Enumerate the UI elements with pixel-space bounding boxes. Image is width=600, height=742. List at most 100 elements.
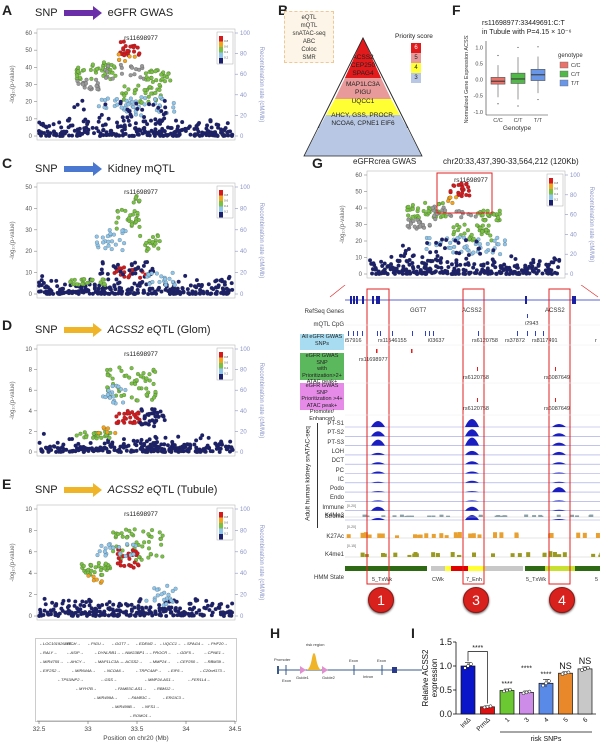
histone-signal bbox=[424, 533, 429, 538]
ld-legend-swatch bbox=[219, 212, 223, 218]
snp-point bbox=[152, 133, 157, 138]
snp-point bbox=[128, 612, 133, 617]
snp-point bbox=[114, 277, 119, 282]
snp-point bbox=[73, 599, 78, 604]
highlight-region bbox=[366, 288, 390, 585]
cell-type-label: PT-S1 bbox=[327, 421, 344, 427]
pyramid-base bbox=[303, 37, 423, 157]
zoom-line-left bbox=[329, 285, 346, 298]
snp-point bbox=[123, 601, 128, 606]
snp-point bbox=[133, 382, 138, 387]
atac-peak bbox=[371, 421, 385, 427]
snp-point bbox=[467, 270, 472, 275]
snp-point bbox=[159, 289, 164, 294]
snp-point bbox=[118, 609, 123, 614]
snp-point bbox=[134, 443, 139, 448]
snp-point bbox=[193, 449, 198, 454]
r-axis-label: Recombination rate (cM/Mb) bbox=[258, 203, 264, 279]
snp-point bbox=[87, 610, 92, 615]
snp-point bbox=[163, 277, 168, 282]
snp-point bbox=[110, 76, 115, 81]
snp-point bbox=[448, 195, 453, 200]
snp-point bbox=[118, 269, 123, 274]
mqtl-tick bbox=[527, 314, 528, 318]
snp-point bbox=[460, 185, 465, 190]
snp-point bbox=[188, 132, 193, 137]
snp-point bbox=[100, 271, 105, 276]
legend-swatch bbox=[559, 61, 569, 69]
snp-point bbox=[187, 447, 192, 452]
snp-point bbox=[410, 207, 415, 212]
snp-point bbox=[202, 605, 207, 610]
hmm-segment bbox=[468, 566, 485, 571]
snp-point bbox=[230, 601, 235, 606]
tier-5-genes: MAP1LC3A PIGU bbox=[346, 81, 380, 96]
snp-point bbox=[156, 105, 161, 110]
g-region: chr20:33,437,390-33,564,212 (120Kb) bbox=[443, 157, 579, 166]
snp-point bbox=[53, 603, 58, 608]
snp-point bbox=[160, 449, 165, 454]
snp-point bbox=[144, 240, 149, 245]
snp-point bbox=[136, 386, 141, 391]
snp-point bbox=[471, 250, 476, 255]
snp-tick bbox=[527, 331, 528, 336]
snp-point bbox=[469, 232, 474, 237]
snp-point bbox=[107, 599, 112, 604]
y-tick-label: 30 bbox=[355, 223, 362, 229]
exon bbox=[378, 296, 380, 304]
snp-label: rs11698977 bbox=[359, 357, 388, 363]
ld-legend-label: 0.6 bbox=[224, 361, 229, 365]
snp-point bbox=[466, 262, 471, 267]
snp-point bbox=[116, 281, 121, 286]
snp-point bbox=[37, 440, 42, 445]
y-tick-label: 20 bbox=[25, 100, 32, 106]
snp-point bbox=[110, 70, 115, 75]
snp-point bbox=[380, 263, 385, 268]
snp-point bbox=[118, 62, 123, 67]
histone-signal bbox=[499, 532, 504, 538]
ld-legend-swatch bbox=[219, 58, 223, 64]
snp-point bbox=[144, 376, 149, 381]
snp-point bbox=[556, 265, 561, 270]
snp-point bbox=[194, 278, 199, 283]
significance-label: **** bbox=[521, 665, 532, 672]
snp-point bbox=[144, 386, 149, 391]
snp-point bbox=[83, 117, 88, 122]
box-C/T bbox=[510, 72, 526, 84]
data-point bbox=[524, 690, 529, 695]
snp-point bbox=[228, 612, 233, 617]
data-point bbox=[485, 705, 490, 709]
snp-point bbox=[96, 561, 101, 566]
gene-label: ←NFS1→ bbox=[141, 704, 160, 709]
snp-point bbox=[89, 568, 94, 573]
snp-point bbox=[43, 602, 48, 607]
snp-point bbox=[140, 107, 145, 112]
snp-point bbox=[135, 287, 140, 292]
snp-point bbox=[121, 118, 126, 123]
snp-point bbox=[173, 586, 178, 591]
snp-point bbox=[438, 242, 443, 247]
snp-tick bbox=[543, 331, 544, 336]
ld-legend-swatch bbox=[219, 512, 223, 518]
snp-point bbox=[153, 90, 158, 95]
ld-legend-label: 0.4 bbox=[554, 192, 559, 196]
y-tick-label: 10 bbox=[25, 117, 32, 123]
snp-point bbox=[127, 274, 132, 279]
snp-point bbox=[129, 532, 134, 537]
snp-point bbox=[122, 127, 127, 132]
histone-signal bbox=[477, 534, 482, 538]
snp-point bbox=[114, 414, 119, 419]
snp-point bbox=[472, 262, 477, 267]
gene-label: ←PROCR→ bbox=[148, 650, 172, 655]
r-tick-label: 60 bbox=[570, 213, 577, 219]
bar-0 bbox=[460, 665, 476, 715]
snp-point bbox=[463, 238, 468, 243]
snp-point bbox=[89, 563, 94, 568]
promoter-label: Promoter bbox=[274, 657, 291, 662]
exon bbox=[525, 296, 527, 304]
snp-point bbox=[132, 420, 137, 425]
data-point bbox=[482, 705, 487, 710]
snp-point bbox=[504, 271, 509, 276]
plot-frame bbox=[36, 182, 236, 299]
snp-point bbox=[428, 250, 433, 255]
